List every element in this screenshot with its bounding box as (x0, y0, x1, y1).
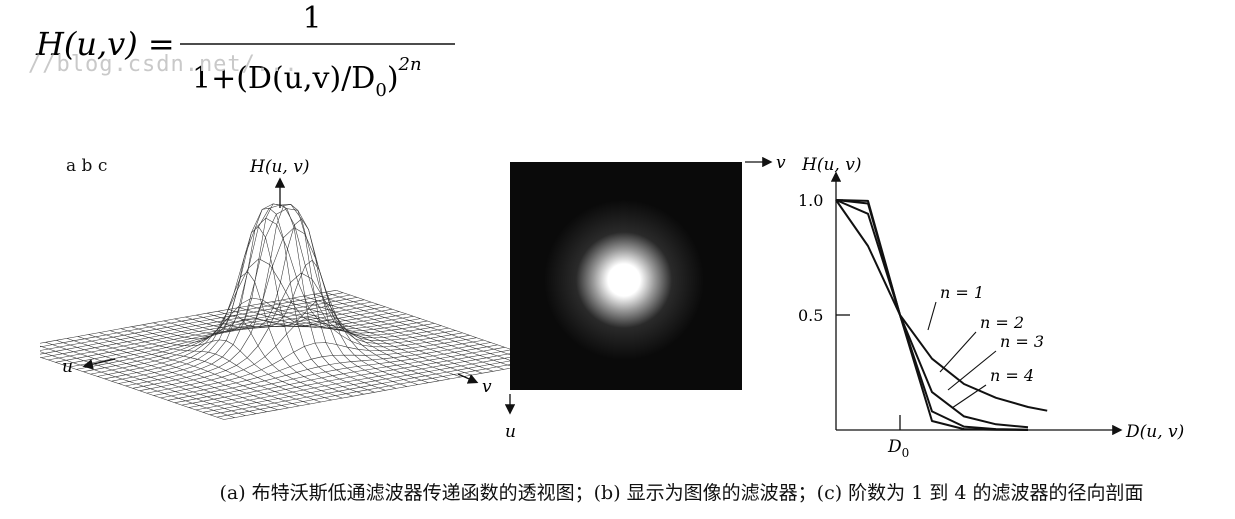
mesh-line (40, 345, 246, 416)
fig-a-u-label: u (62, 357, 73, 377)
formula-numerator: 1 (302, 1, 321, 36)
curve-labels: n = 1 n = 2n = 3 n = 4 (927, 283, 1044, 409)
mesh-line (62, 306, 386, 365)
x-axis-label: D(u, v) (1125, 422, 1184, 442)
mesh-line (282, 299, 494, 372)
curve-n1 (835, 199, 1048, 412)
fig-b-u-label: u (505, 422, 516, 442)
v-axis-arrow (457, 373, 479, 384)
formula-lhs: H(u,v) = (35, 25, 175, 63)
filter-image-bright-center (544, 200, 704, 360)
curve-n4 (835, 199, 1029, 431)
mesh-line (202, 357, 510, 413)
mesh-line (41, 299, 365, 358)
curve-label-n3: n = 3 (1000, 332, 1044, 351)
fig-b-v-label: v (776, 153, 786, 173)
chart-curves (835, 199, 1048, 431)
filter-mesh (40, 203, 510, 420)
watermark: //blog.csdn.net/... (28, 52, 299, 77)
curve-label-pointer-n3 (947, 350, 997, 391)
mesh-line (153, 337, 477, 396)
mesh-line (325, 291, 510, 355)
fig-c-radial-profile-chart: H(u, v) D(u, v) 1.0 0.5 D0 n = 1n = 2n =… (798, 155, 1184, 460)
mesh-line (97, 258, 421, 377)
u-axis-arrow (82, 358, 116, 370)
figure-caption: (a) 布特沃斯低通滤波器传递函数的透视图；(b) 显示为图像的滤波器；(c) … (219, 482, 1144, 504)
mesh-line (223, 367, 510, 420)
mesh-line (249, 305, 461, 378)
mesh-line (181, 347, 505, 406)
mesh-line (336, 290, 510, 350)
curve-label-n2: n = 2 (980, 313, 1024, 332)
mesh-line (195, 353, 510, 411)
y-axis-label: H(u, v) (801, 155, 861, 175)
curve-label-n4: n = 4 (990, 366, 1034, 385)
mesh-line (216, 364, 510, 418)
mesh-line (314, 293, 510, 361)
mesh-line (69, 308, 393, 368)
fig-a-z-label: H(u, v) (249, 157, 309, 177)
curve-label-pointer-n4 (951, 384, 987, 409)
butterworth-formula: H(u,v) = 1 1+(D(u,v)/D0)2n (35, 1, 455, 101)
fig-a-v-label: v (482, 377, 492, 397)
fig-a-perspective-plot: H(u, v) u v (40, 157, 510, 420)
formula-denominator: 1+(D(u,v)/D0)2n (192, 54, 422, 101)
mesh-line (188, 349, 510, 408)
panel-labels: a b c (66, 156, 108, 176)
xtick-label-d0: D0 (887, 437, 909, 460)
mesh-line (160, 339, 484, 399)
mesh-line (132, 227, 456, 389)
mesh-line (56, 340, 268, 412)
ytick-label-1: 1.0 (798, 191, 823, 210)
mesh-line (118, 204, 442, 384)
mesh-line (303, 295, 510, 367)
ytick-label-05: 0.5 (798, 306, 823, 325)
curve-label-n1: n = 1 (940, 283, 984, 302)
curve-label-pointer-n1 (927, 301, 937, 331)
fig-b-filter-image: v u (504, 153, 786, 442)
mesh-line (209, 360, 510, 415)
mesh-line (292, 297, 504, 370)
curve-label-pointer-n2 (939, 331, 977, 373)
mesh-line (163, 207, 375, 393)
mesh-line (174, 344, 498, 403)
mesh-line (139, 272, 463, 391)
curve-n2 (835, 199, 1029, 429)
